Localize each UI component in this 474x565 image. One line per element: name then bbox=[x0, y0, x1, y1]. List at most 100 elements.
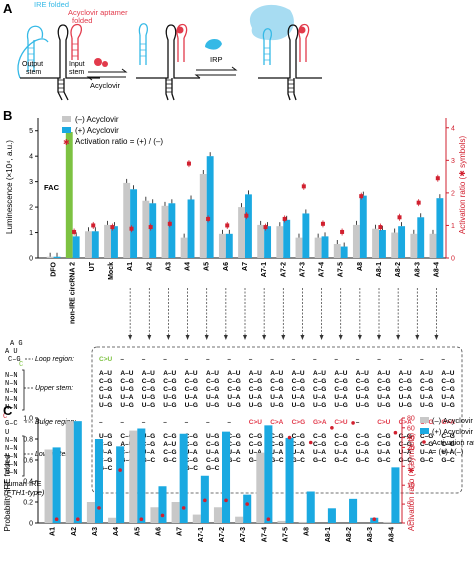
b-x-tick-label: A7 bbox=[242, 262, 249, 271]
upper-stem-cell: C–G bbox=[313, 378, 326, 385]
upper-stem-cell: U–G bbox=[142, 402, 155, 409]
irp-protein-icon bbox=[205, 38, 222, 50]
c-y2-tick-label: 5 bbox=[407, 502, 411, 509]
c-ratio-point bbox=[118, 468, 122, 472]
lower-stem-cell: C–G bbox=[270, 433, 283, 440]
c-y2-tick-label: 0 bbox=[407, 521, 411, 528]
b-bar-minus bbox=[372, 228, 379, 258]
ire-lower-u: U bbox=[5, 429, 9, 437]
c-x-tick-label: A1 bbox=[50, 527, 57, 536]
bulge-cell: C>G bbox=[292, 419, 306, 426]
b-bar-plus bbox=[187, 199, 195, 258]
bulge-cell: G>A bbox=[313, 419, 327, 426]
b-y-tick-label: 3 bbox=[29, 179, 33, 186]
ire-loop-mid: A U bbox=[5, 348, 18, 356]
upper-stem-cell: U–A bbox=[120, 394, 133, 401]
b-bar-plus bbox=[91, 231, 99, 258]
upper-stem-cell: U–A bbox=[249, 394, 262, 401]
c-ratio-point bbox=[160, 513, 165, 518]
b-bar-plus bbox=[379, 230, 386, 258]
upper-stem-cell: C–G bbox=[356, 378, 369, 385]
ire-loop-cg: C–G bbox=[8, 356, 21, 364]
b-bar-minus bbox=[84, 231, 92, 258]
lower-stem-cell: G–C bbox=[420, 457, 434, 464]
c-ratio-point bbox=[181, 506, 186, 510]
b-x-tick-label: A7-2 bbox=[280, 262, 287, 277]
upper-stem-cell: C–G bbox=[420, 386, 433, 393]
b-arrow-head bbox=[319, 335, 324, 340]
c-x-tick-label: A6 bbox=[155, 527, 162, 536]
upper-stem-cell: C–G bbox=[441, 378, 454, 385]
c-x-tick-label: A8-1 bbox=[325, 527, 332, 542]
upper-stem-cell: C–G bbox=[399, 386, 412, 393]
loop-cell: – bbox=[334, 356, 338, 363]
upper-stem-cell: C–G bbox=[163, 378, 176, 385]
lower-stem-cell: C–G bbox=[249, 433, 262, 440]
upper-stem-cell: U–G bbox=[270, 402, 283, 409]
c-ratio-point bbox=[308, 440, 313, 445]
c-x-tick-label: A7 bbox=[177, 527, 184, 536]
c-ratio-point bbox=[75, 517, 80, 522]
panel-c-label: C bbox=[3, 403, 13, 418]
b-bar-plus bbox=[283, 219, 291, 258]
upper-stem-cell: C–G bbox=[420, 378, 433, 385]
c-x-tick-label: A8-3 bbox=[367, 527, 374, 542]
c-x-tick-label: A5 bbox=[134, 527, 141, 536]
ire-upper-5: N–N bbox=[5, 404, 18, 412]
upper-stem-cell: U–G bbox=[334, 402, 347, 409]
b-x-tick-label: A8-2 bbox=[395, 262, 402, 277]
acyclovir-molecule-icon bbox=[94, 58, 102, 66]
loop-cell: – bbox=[227, 356, 231, 363]
b-arrow-head bbox=[243, 335, 247, 340]
b-bar-minus bbox=[238, 207, 245, 258]
b-arrow-head bbox=[338, 335, 343, 340]
lower-stem-cell: G–C bbox=[99, 465, 113, 472]
lower-stem-cell: C–G bbox=[377, 441, 390, 448]
c-legend-ratio-dot bbox=[422, 440, 426, 444]
c-y2-tick-label: 40 bbox=[407, 435, 415, 442]
lower-stem-cell: C–G bbox=[441, 441, 454, 448]
upper-stem-cell: C–G bbox=[99, 378, 112, 385]
lower-stem-cell: C–G bbox=[163, 433, 176, 440]
upper-stem-cell: C–G bbox=[227, 378, 240, 385]
upper-stem-cell: U–G bbox=[227, 402, 240, 409]
c-bar-minus bbox=[192, 514, 201, 523]
upper-stem-cell: U–A bbox=[270, 394, 283, 401]
b-bar-minus bbox=[180, 237, 188, 258]
upper-stem-cell: U–G bbox=[185, 402, 198, 409]
b-y-tick-label: 0 bbox=[29, 256, 33, 263]
upper-stem-cell: A–U bbox=[142, 370, 155, 377]
loop-cell: – bbox=[377, 356, 381, 363]
lower-stem-cell: U–A bbox=[441, 449, 454, 456]
lower-stem-cell: G–C bbox=[249, 457, 263, 464]
c-y2-tick-label: 10 bbox=[407, 483, 415, 490]
upper-stem-cell: U–G bbox=[441, 402, 454, 409]
bulge-region-label: Bulge region: bbox=[35, 419, 76, 426]
b-arrow-head bbox=[281, 335, 286, 340]
b-ratio-point bbox=[206, 216, 211, 221]
lower-stem-cell: U–A bbox=[313, 449, 326, 456]
c-x-tick-label: A4 bbox=[113, 527, 120, 536]
c-ratio-point bbox=[224, 498, 228, 503]
c-x-tick-label: A8-2 bbox=[346, 527, 353, 542]
b-x-tick-label: A5 bbox=[204, 262, 211, 271]
c-bar-plus bbox=[94, 439, 103, 523]
legend-minus: (–) Acyclovir bbox=[75, 115, 119, 124]
lower-stem-cell: C–G bbox=[99, 441, 112, 448]
lower-stem-cell: U–A bbox=[227, 449, 240, 456]
lower-stem-cell: C–G bbox=[185, 441, 198, 448]
upper-stem-cell: A–U bbox=[249, 370, 262, 377]
b-arrow-head bbox=[204, 335, 209, 340]
lower-stem-cell: G–C bbox=[356, 457, 370, 464]
b-arrow-head bbox=[262, 335, 267, 340]
panel-c: C Probability IRE folded Activation rati… bbox=[3, 403, 474, 542]
lower-stem-cell: C–G bbox=[206, 441, 219, 448]
lower-stem-cell: G–C bbox=[120, 457, 134, 464]
lower-stem-cell: U–G bbox=[99, 433, 112, 440]
bulge-cell: – bbox=[206, 419, 210, 426]
upper-stem-cell: U–G bbox=[120, 402, 133, 409]
panel-c-x-tick-labels: A1 A2 A3 A4 A5 A6 A7 A7-1 A7-2 A7-3 A7-4 A7-5 A8 A8-1… bbox=[50, 527, 396, 542]
b-bar-minus bbox=[257, 224, 265, 258]
upper-stem-cell: U–A bbox=[206, 394, 219, 401]
